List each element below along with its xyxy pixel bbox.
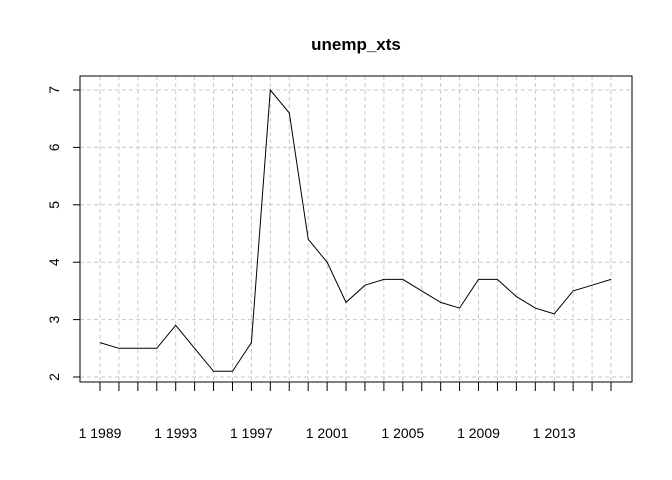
chart-title: unemp_xts xyxy=(311,35,401,54)
y-axis: 2 3 4 5 6 7 xyxy=(46,86,81,381)
x-tick-label: 1 1989 xyxy=(79,425,122,441)
series-line xyxy=(99,88,612,372)
x-tick-label: 1 2005 xyxy=(381,425,424,441)
x-axis: 1 1989 1 1993 1 1997 1 2001 1 2005 1 2009 1 20… xyxy=(79,381,612,441)
data-point xyxy=(439,300,443,304)
data-point xyxy=(268,88,272,92)
x-tick-label: 1 2009 xyxy=(457,425,500,441)
x-tick-label: 1 2001 xyxy=(306,425,349,441)
data-point xyxy=(363,283,367,287)
data-point xyxy=(155,346,159,350)
data-point xyxy=(249,341,253,345)
data-point xyxy=(136,346,140,350)
data-point xyxy=(458,306,462,310)
data-point xyxy=(420,289,424,293)
x-tick-label: 1 2013 xyxy=(533,425,576,441)
data-point xyxy=(401,277,405,281)
data-point xyxy=(514,295,518,299)
grid xyxy=(80,76,632,382)
y-tick-label: 5 xyxy=(46,201,62,209)
x-tick-label: 1 1997 xyxy=(230,425,273,441)
data-point xyxy=(495,277,499,281)
plot-frame xyxy=(79,75,633,383)
y-tick-label: 3 xyxy=(46,315,62,323)
y-tick-label: 6 xyxy=(46,143,62,151)
y-tick-label: 2 xyxy=(46,373,62,381)
data-point xyxy=(306,237,310,241)
data-point xyxy=(287,111,291,115)
y-tick-label: 4 xyxy=(46,258,62,266)
data-point xyxy=(117,346,121,350)
data-point xyxy=(231,369,235,373)
x-tick-label: 1 1993 xyxy=(154,425,197,441)
data-point xyxy=(174,323,178,327)
data-point xyxy=(533,306,537,310)
data-point xyxy=(571,289,575,293)
data-point xyxy=(477,277,481,281)
series-layer xyxy=(98,88,613,373)
data-point xyxy=(98,341,102,345)
data-point xyxy=(590,283,594,287)
data-point xyxy=(382,277,386,281)
data-point xyxy=(193,346,197,350)
data-point xyxy=(609,277,613,281)
y-tick-label: 7 xyxy=(46,86,62,94)
data-point xyxy=(552,312,556,316)
data-point xyxy=(344,300,348,304)
data-point xyxy=(325,260,329,264)
data-point xyxy=(212,369,216,373)
